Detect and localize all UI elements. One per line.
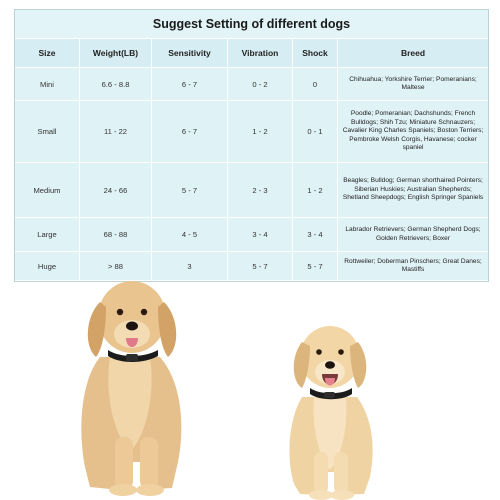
cell-breed: Chihuahua; Yorkshire Terrier; Pomeranian…: [338, 68, 489, 101]
golden-retriever-image: [81, 281, 182, 496]
cell-vibration: 2 - 3: [228, 163, 293, 218]
cell-weight: > 88: [80, 252, 152, 281]
cell-shock: 1 - 2: [293, 163, 338, 218]
puppy-image: [289, 326, 373, 500]
cell-size: Mini: [15, 68, 80, 101]
cell-breed: Labrador Retrievers; German Shepherd Dog…: [338, 218, 489, 252]
cell-shock: 0 - 1: [293, 101, 338, 163]
cell-sensitivity: 3: [152, 252, 228, 281]
cell-vibration: 0 - 2: [228, 68, 293, 101]
cell-size: Huge: [15, 252, 80, 281]
cell-weight: 24 - 66: [80, 163, 152, 218]
settings-table: Suggest Setting of different dogs Size W…: [14, 9, 490, 282]
cell-sensitivity: 6 - 7: [152, 101, 228, 163]
cell-size: Small: [15, 101, 80, 163]
cell-sensitivity: 6 - 7: [152, 68, 228, 101]
cell-sensitivity: 5 - 7: [152, 163, 228, 218]
dogs-illustration: [0, 262, 500, 500]
table-row-small: Small 11 - 22 6 - 7 1 - 2 0 - 1 Poodle; …: [15, 101, 489, 163]
column-header-size: Size: [15, 39, 80, 68]
cell-weight: 68 - 88: [80, 218, 152, 252]
column-header-weight: Weight(LB): [80, 39, 152, 68]
cell-shock: 5 - 7: [293, 252, 338, 281]
cell-breed: Rottweiler; Doberman Pinschers; Great Da…: [338, 252, 489, 281]
settings-table-wrapper: Suggest Setting of different dogs Size W…: [14, 9, 490, 282]
table-row-huge: Huge > 88 3 5 - 7 5 - 7 Rottweiler; Dobe…: [15, 252, 489, 281]
cell-vibration: 3 - 4: [228, 218, 293, 252]
column-header-sensitivity: Sensitivity: [152, 39, 228, 68]
cell-size: Large: [15, 218, 80, 252]
column-header-breed: Breed: [338, 39, 489, 68]
cell-breed: Beagles; Bulldog; German shorthaired Poi…: [338, 163, 489, 218]
table-title: Suggest Setting of different dogs: [15, 10, 489, 39]
cell-shock: 3 - 4: [293, 218, 338, 252]
cell-size: Medium: [15, 163, 80, 218]
cell-sensitivity: 4 - 5: [152, 218, 228, 252]
cell-vibration: 1 - 2: [228, 101, 293, 163]
cell-weight: 11 - 22: [80, 101, 152, 163]
column-header-vibration: Vibration: [228, 39, 293, 68]
cell-shock: 0: [293, 68, 338, 101]
cell-breed: Poodle; Pomeranian; Dachshunds; French B…: [338, 101, 489, 163]
cell-vibration: 5 - 7: [228, 252, 293, 281]
table-row-mini: Mini 6.6 - 8.8 6 - 7 0 - 2 0 Chihuahua; …: [15, 68, 489, 101]
column-header-shock: Shock: [293, 39, 338, 68]
table-row-large: Large 68 - 88 4 - 5 3 - 4 3 - 4 Labrador…: [15, 218, 489, 252]
cell-weight: 6.6 - 8.8: [80, 68, 152, 101]
table-row-medium: Medium 24 - 66 5 - 7 2 - 3 1 - 2 Beagles…: [15, 163, 489, 218]
